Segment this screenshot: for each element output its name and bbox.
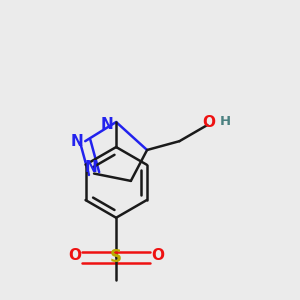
Text: O: O [68,248,81,262]
Text: H: H [220,115,231,128]
Text: N: N [101,117,114,132]
Text: N: N [70,134,83,149]
Text: S: S [110,248,122,266]
Text: N: N [85,160,98,175]
Text: O: O [202,115,215,130]
Text: O: O [151,248,164,262]
